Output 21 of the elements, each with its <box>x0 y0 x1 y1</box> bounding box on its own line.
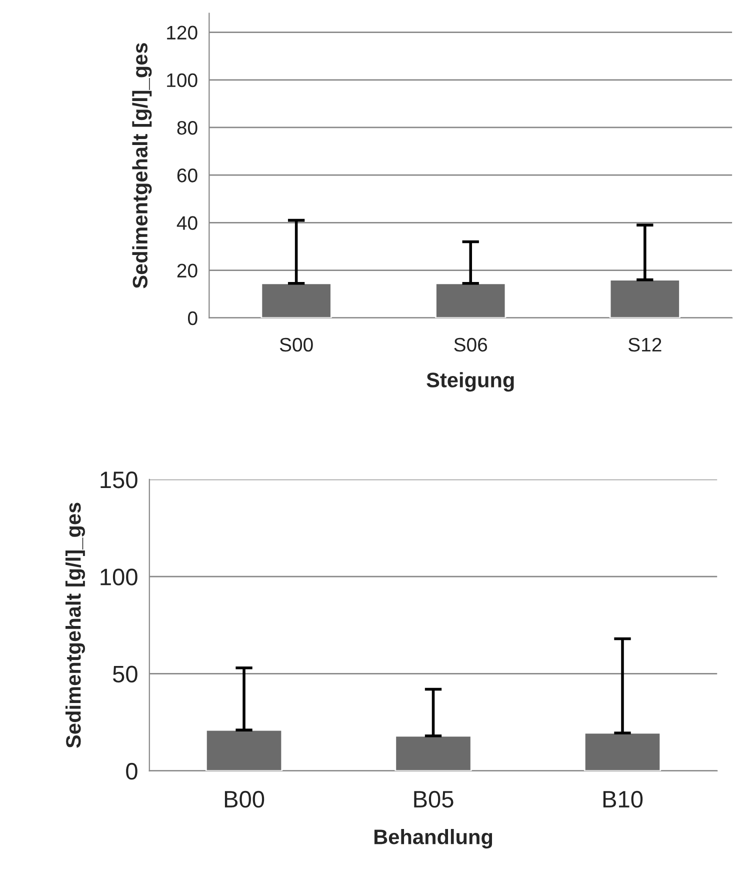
y-axis-title: Sedimentgehalt [g/l]_ges <box>132 43 152 288</box>
x-axis-title: Steigung <box>426 372 514 392</box>
x-tick-label: S06 <box>454 338 488 352</box>
x-tick-label: S00 <box>280 338 313 352</box>
x-tick-label: S12 <box>628 338 662 352</box>
y-tick-label: 0 <box>126 762 138 780</box>
x-axis-title: Behandlung <box>374 828 492 848</box>
x-tick-label: B00 <box>224 790 264 808</box>
x-tick-label: B05 <box>414 790 454 808</box>
y-tick-label: 100 <box>100 568 138 586</box>
y-tick-label: 60 <box>177 168 198 182</box>
y-tick-label: 0 <box>188 311 198 326</box>
y-tick-label: 150 <box>100 472 138 488</box>
y-axis-title: Sedimentgehalt [g/l]_ges <box>66 502 86 748</box>
y-tick-label: 20 <box>177 264 198 278</box>
y-tick-label: 40 <box>176 216 198 230</box>
x-tick-label: B10 <box>603 790 643 808</box>
y-tick-label: 100 <box>167 73 198 88</box>
y-tick-label: 120 <box>167 26 198 40</box>
y-tick-label: 80 <box>177 120 198 135</box>
y-tick-label: 50 <box>112 666 138 683</box>
